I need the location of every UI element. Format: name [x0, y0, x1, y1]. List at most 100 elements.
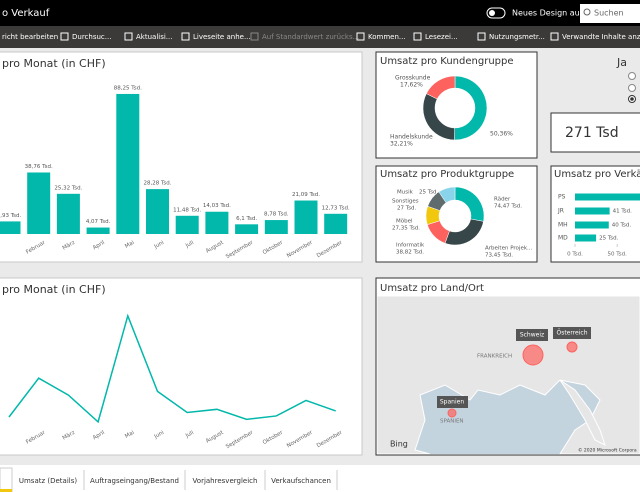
toolbar-icon: [477, 32, 486, 41]
search-box[interactable]: [580, 4, 640, 23]
bar: [56, 193, 80, 234]
radio-dot: [630, 97, 634, 101]
tab[interactable]: Umsatz (Details): [19, 477, 78, 485]
map-tooltip: [516, 329, 548, 341]
data-label: 28,28 Tsd.: [143, 181, 171, 187]
data-label: 25 Tsd.: [419, 190, 439, 196]
card-value: 271 Tsd: [565, 125, 619, 141]
donut-slice: [454, 75, 488, 141]
category-label: Musik: [397, 190, 414, 196]
data-label: 40 Tsd.: [612, 223, 632, 229]
data-label: 88,25 Tsd.: [114, 85, 142, 91]
x-tick-label: Juni: [153, 240, 166, 251]
map-label: SPANIEN: [440, 419, 464, 425]
map-provider: Bing: [390, 440, 408, 449]
card: [550, 112, 640, 153]
chart-title: Umsatz pro Produktgruppe: [380, 169, 514, 180]
map-tooltip-text: Österreich: [556, 330, 587, 337]
category-label: Informatik: [396, 243, 425, 249]
chart-title: pro Monat (in CHF): [2, 283, 106, 296]
slicer-title: Ja: [616, 56, 627, 69]
bar: [175, 215, 199, 234]
header-title: o Verkauf: [2, 8, 50, 19]
panel: [0, 277, 363, 456]
y-tick-label: MD: [558, 235, 568, 242]
bar: [235, 224, 259, 234]
toolbar-icon: [60, 32, 69, 41]
y-tick-label: MH: [558, 222, 568, 229]
tab[interactable]: [0, 467, 13, 492]
x-tick-label: April: [92, 430, 106, 442]
data-label: 38,76 Tsd.: [25, 164, 53, 170]
x-tick-label: Mai: [124, 240, 136, 250]
header-bar: [0, 0, 640, 26]
toolbar-item: Lesezei...: [425, 33, 458, 41]
x-tick-label: 50 Tsd.: [608, 252, 628, 258]
map-tooltip-text: Schweiz: [520, 332, 544, 339]
data-label: 17,62%: [400, 82, 423, 89]
bar: [27, 172, 51, 234]
bar: [146, 189, 169, 234]
toolbar-item: Aktualisi...: [136, 33, 172, 41]
data-label: 27 Tsd.: [397, 206, 417, 212]
category-label: Handelskunde: [390, 134, 433, 141]
bar: [575, 234, 597, 242]
y-tick-label: JR: [557, 208, 564, 215]
donut-slice: [426, 75, 456, 100]
map-bubble[interactable]: [566, 341, 578, 353]
map-land: [559, 379, 606, 446]
data-label: 12,73 Tsd.: [322, 205, 350, 211]
data-label: 6,1 Tsd.: [236, 216, 257, 222]
data-label: 14,03 Tsd.: [203, 203, 231, 209]
toggle-knob: [489, 10, 495, 16]
line: [8, 313, 336, 424]
y-tick-label: PS: [558, 194, 566, 201]
toolbar-icon: [124, 32, 133, 41]
tab[interactable]: Vorjahresvergleich: [193, 477, 258, 485]
map-bubble[interactable]: [522, 344, 544, 366]
data-label: 7,93 Tsd.: [0, 213, 22, 219]
radio[interactable]: [628, 72, 636, 80]
bar: [264, 220, 288, 234]
toolbar-item: Liveseite anhe...: [193, 33, 251, 41]
data-label: 4,07 Tsd.: [86, 219, 111, 225]
toolbar-item: Auf Standardwert zurücks...: [262, 33, 359, 41]
chart-title: Umsatz pro Land/Ort: [380, 283, 484, 294]
data-label: 73,45 Tsd.: [485, 253, 513, 259]
tab-bar: [0, 465, 640, 492]
radio[interactable]: [628, 84, 636, 92]
toolbar-icon: [550, 32, 559, 41]
data-label: 8,78 Tsd.: [264, 212, 289, 218]
map-bubble[interactable]: [447, 408, 457, 418]
category-label: Sonstiges: [392, 199, 419, 205]
search-placeholder: Suchen: [594, 9, 624, 18]
toolbar-icon: [250, 32, 259, 41]
category-label: Möbel: [396, 219, 413, 225]
tab[interactable]: Auftragseingang/Bestand: [90, 477, 179, 485]
panel: [375, 51, 538, 159]
bar: [575, 221, 609, 229]
map-label: FRANKREICH: [477, 354, 512, 360]
toolbar-icon: [181, 32, 190, 41]
toolbar-item: Verwandte Inhalte anz...: [562, 33, 640, 41]
bar: [324, 213, 348, 234]
tab[interactable]: Verkaufschancen: [271, 477, 331, 485]
data-label: 50,36%: [490, 131, 513, 138]
map-tooltip-text: Spanien: [440, 399, 464, 406]
panel: [375, 165, 538, 263]
chart-title: Umsatz pro Kundengruppe: [380, 56, 514, 67]
category-label: Räder: [494, 197, 511, 203]
data-label: 38,82 Tsd.: [396, 250, 424, 256]
donut-slice: [438, 186, 456, 204]
map-tooltip: [553, 327, 591, 339]
toolbar: [0, 26, 640, 48]
toggle[interactable]: [486, 7, 506, 19]
toggle-label: Neues Design aus: [512, 9, 584, 18]
tab-active-marker: [0, 489, 12, 492]
toolbar-icon: [413, 32, 422, 41]
x-tick-label: März: [62, 240, 77, 252]
bar: [116, 93, 140, 234]
map-attribution: © 2020 Microsoft Corpora: [578, 447, 637, 454]
